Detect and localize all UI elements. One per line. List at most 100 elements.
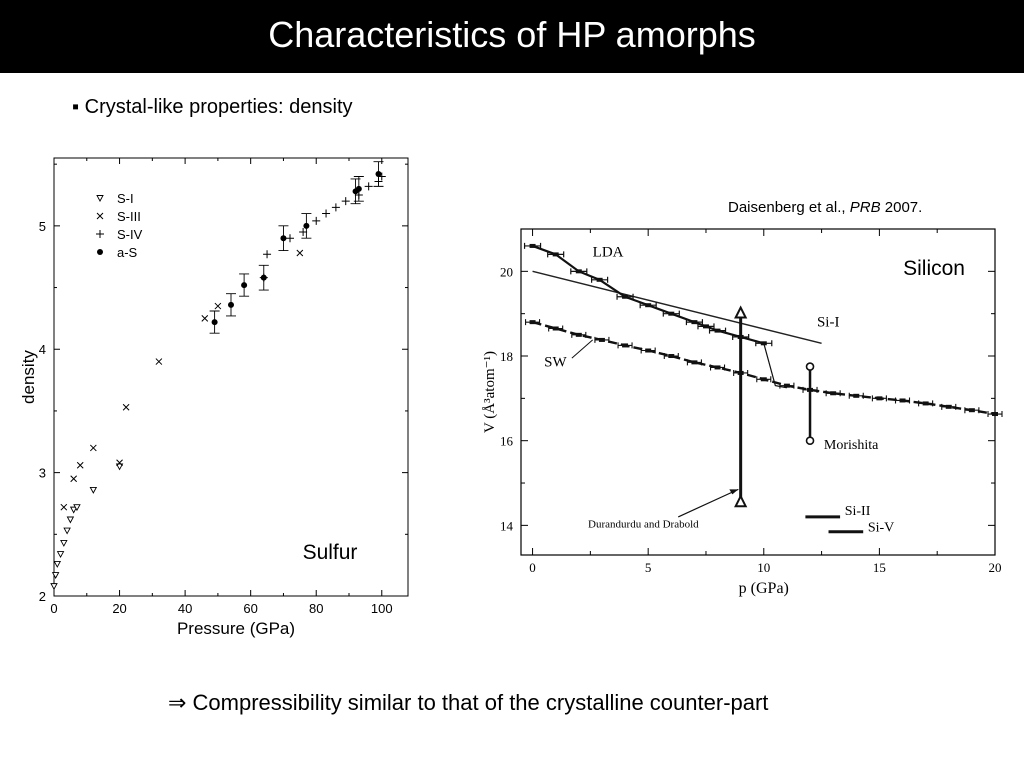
y-tick-label: 4 <box>39 342 46 357</box>
data-point <box>96 212 104 220</box>
series-a-s <box>209 161 384 334</box>
data-point <box>63 527 71 535</box>
data-point <box>922 401 929 406</box>
data-point <box>69 506 78 514</box>
plot-frame <box>520 228 996 556</box>
data-point <box>364 182 373 191</box>
data-point <box>645 303 652 308</box>
data-point <box>691 320 698 325</box>
y-axis-label: density <box>19 350 38 404</box>
data-point <box>575 332 582 337</box>
data-point <box>241 282 248 289</box>
data-point <box>260 274 267 281</box>
series-s-i <box>50 463 124 591</box>
triangle-marker <box>734 493 748 508</box>
data-point <box>60 539 68 547</box>
x-axis-label: Pressure (GPa) <box>177 619 295 638</box>
series-sw <box>525 319 1003 418</box>
data-point <box>296 249 304 257</box>
data-point <box>552 326 559 331</box>
data-point <box>668 311 675 316</box>
x-tick-label: 15 <box>873 560 886 575</box>
data-point <box>622 294 629 299</box>
bottom-note: ⇒ Compressibility similar to that of the… <box>168 690 769 715</box>
data-point <box>830 391 837 396</box>
triangle-marker <box>734 305 748 319</box>
data-point <box>876 396 883 401</box>
data-point <box>214 302 222 310</box>
data-point <box>56 551 65 558</box>
data-point <box>280 235 287 242</box>
citation-journal: PRB <box>849 199 881 216</box>
sulfur-density-chart: 0 20 40 60 80 100 2 3 4 5 Pressure (GPa) density S-I… <box>19 157 409 638</box>
data-point <box>714 365 721 370</box>
data-point <box>122 403 130 411</box>
data-point <box>263 250 272 259</box>
data-point <box>155 358 163 365</box>
x-tick-label: 0 <box>529 560 536 575</box>
data-point <box>529 320 536 325</box>
y-tick-label: 20 <box>500 264 513 279</box>
citation: Daisenberg et al., PRB 2007. <box>728 199 922 216</box>
label-si-v: Si-V <box>868 521 894 536</box>
data-point <box>70 475 78 483</box>
data-point <box>596 277 603 282</box>
si-i-line <box>532 244 765 345</box>
citation-authors: Daisenberg et al., <box>728 199 846 216</box>
arrow-head <box>729 489 739 495</box>
data-point <box>702 324 709 329</box>
transition-line <box>763 343 788 389</box>
x-tick-label: 20 <box>989 560 1002 575</box>
plot-frame <box>53 157 409 597</box>
data-point <box>97 249 103 255</box>
durandurdu-pointer <box>677 488 739 518</box>
data-point <box>116 459 123 467</box>
data-point <box>303 222 310 229</box>
y-tick-label: 18 <box>500 349 513 364</box>
x-tick-label: 0 <box>50 601 57 616</box>
label-durandurdu: Durandurdu and Drabold <box>588 518 699 530</box>
data-point <box>201 315 209 322</box>
data-point <box>115 463 124 471</box>
legend-label: S-IV <box>117 227 143 242</box>
data-point <box>66 516 75 524</box>
y-axis-label: V (Å³atom⁻¹) <box>482 351 498 433</box>
data-point <box>598 337 605 342</box>
legend-label: S-I <box>117 191 134 206</box>
x-tick-label: 40 <box>178 601 192 616</box>
series-si-i <box>523 242 773 347</box>
data-point <box>331 203 340 212</box>
silicon-volume-chart: 0 5 10 15 20 14 16 18 20 p (GPa) V (Å³atom⁻¹) LDA Si… <box>482 228 1003 597</box>
data-point <box>341 197 350 206</box>
data-point <box>714 328 721 333</box>
x-tick-label: 5 <box>645 560 652 575</box>
circle-marker <box>805 362 815 371</box>
data-point <box>853 393 860 398</box>
data-point <box>286 234 294 243</box>
slide-title: Characteristics of HP amorphs <box>268 14 756 55</box>
sw-pointer <box>571 339 594 359</box>
label-sw: SW <box>544 355 567 371</box>
data-point <box>691 360 698 365</box>
data-point <box>322 209 331 218</box>
data-point <box>76 461 84 469</box>
chart-annotation: Sulfur <box>303 541 358 564</box>
data-point <box>668 354 675 359</box>
y-tick-label: 2 <box>39 589 46 604</box>
data-point <box>299 228 308 237</box>
data-point <box>96 230 104 238</box>
label-si-i: Si-I <box>817 314 840 330</box>
data-point <box>312 216 321 225</box>
data-point <box>89 486 98 494</box>
y-tick-label: 14 <box>500 518 514 533</box>
data-point <box>529 243 536 248</box>
y-tick-label: 5 <box>39 219 46 234</box>
legend-label: a-S <box>117 245 138 260</box>
data-point <box>552 252 559 257</box>
citation-year: 2007. <box>884 199 923 216</box>
label-lda: LDA <box>593 245 624 261</box>
y-tick-label: 16 <box>500 434 514 449</box>
data-point <box>211 319 218 326</box>
data-point <box>96 195 104 202</box>
x-tick-label: 10 <box>757 560 770 575</box>
